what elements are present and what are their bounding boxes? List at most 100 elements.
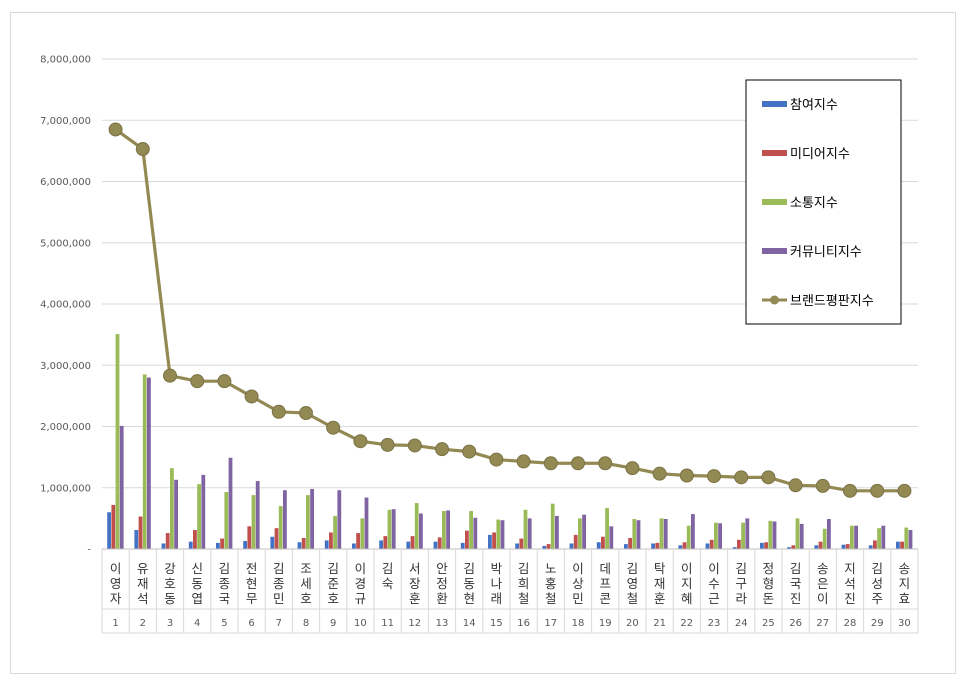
bar [659,518,664,549]
bar [473,517,478,549]
line-point [163,368,177,383]
bar [732,547,737,549]
category-label: 이 [572,561,584,576]
bar [908,530,913,549]
bar [310,488,314,549]
bar [138,516,143,549]
category-label: 숙 [382,576,394,591]
category-label: 국 [790,576,802,591]
legend-label: 참여지수 [790,98,838,113]
bar [356,533,360,549]
y-tick-label: 5,000,000 [40,238,91,249]
bar [799,523,804,549]
category-label: 민 [273,591,285,606]
legend-label: 미디어지수 [790,147,850,162]
bar [632,518,637,549]
rank-label: 30 [898,618,911,629]
bar [364,497,369,549]
axes: - 1,000,000 2,000,000 3,000,000 4,000,000 5,0… [40,55,919,634]
rank-label: 14 [463,618,476,629]
rank-label: 11 [381,618,394,629]
bar [845,544,850,549]
bar [147,377,151,549]
rank-label: 29 [871,618,884,629]
bar [795,518,800,549]
bar [523,509,528,549]
category-label: 돈 [763,591,775,606]
category-label: 전 [246,561,258,576]
category-label: 탁 [654,561,666,576]
category-label: 이 [681,561,693,576]
rank-label: 24 [735,618,748,629]
bar [111,504,116,549]
bar [877,528,881,549]
bar [550,503,555,549]
category-label: 유 [137,561,149,576]
bar [624,544,628,549]
bar [850,525,854,549]
bar [170,468,174,549]
bar [601,536,605,549]
rank-label: 26 [789,618,802,629]
bar [469,511,473,549]
bar [691,514,695,549]
bar [854,525,858,549]
category-label: 현 [463,591,475,606]
line-point [217,374,232,389]
rank-label: 8 [303,618,309,629]
bar [705,543,710,549]
rank-label: 9 [330,618,336,629]
legend-swatch [762,150,787,156]
category-label: 김 [219,561,231,576]
line-point [108,122,123,137]
bar [573,534,578,549]
category-label: 송 [817,561,829,576]
bar [165,533,170,549]
bar [465,530,469,549]
bar [333,515,337,549]
line-point [707,469,721,484]
category-label: 강 [164,561,176,576]
brand-index-line [108,122,912,498]
y-tick-label: 7,000,000 [40,116,91,127]
bar [873,540,877,549]
line-point [625,461,640,476]
category-label: 혜 [681,591,693,606]
bar [446,510,450,549]
bar [161,543,166,549]
bar [306,495,310,549]
bar [686,525,691,549]
category-label: 세 [300,576,312,591]
category-label: 조 [300,561,312,576]
bar [387,509,392,549]
bar [896,541,900,549]
legend-swatch [762,199,787,205]
bar [337,490,342,549]
category-label: 동 [191,576,203,591]
bar [442,511,446,549]
rank-label: 16 [517,618,530,629]
bar [555,515,559,549]
category-label: 정 [436,576,448,591]
category-label: 진 [790,591,802,606]
category-label: 자 [110,591,122,606]
bar [609,526,614,549]
rank-label: 25 [762,618,775,629]
rank-label: 4 [194,618,200,629]
category-label: 지 [681,576,693,591]
category-label: 훈 [654,591,666,606]
bar [496,519,501,549]
bar [410,536,415,549]
category-label: 근 [708,591,720,606]
category-label: 호 [164,576,176,591]
legend-label: 브랜드평판지수 [790,294,874,309]
bar [383,536,388,549]
line-point [462,444,477,459]
category-label: 호 [300,591,312,606]
bar [605,507,609,549]
bar [841,544,846,549]
category-label: 이 [110,561,122,576]
category-label: 정 [763,561,775,576]
category-label: 지 [899,576,911,591]
